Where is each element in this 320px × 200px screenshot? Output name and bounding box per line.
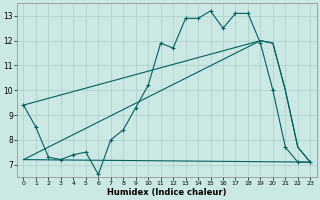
X-axis label: Humidex (Indice chaleur): Humidex (Indice chaleur): [107, 188, 227, 197]
